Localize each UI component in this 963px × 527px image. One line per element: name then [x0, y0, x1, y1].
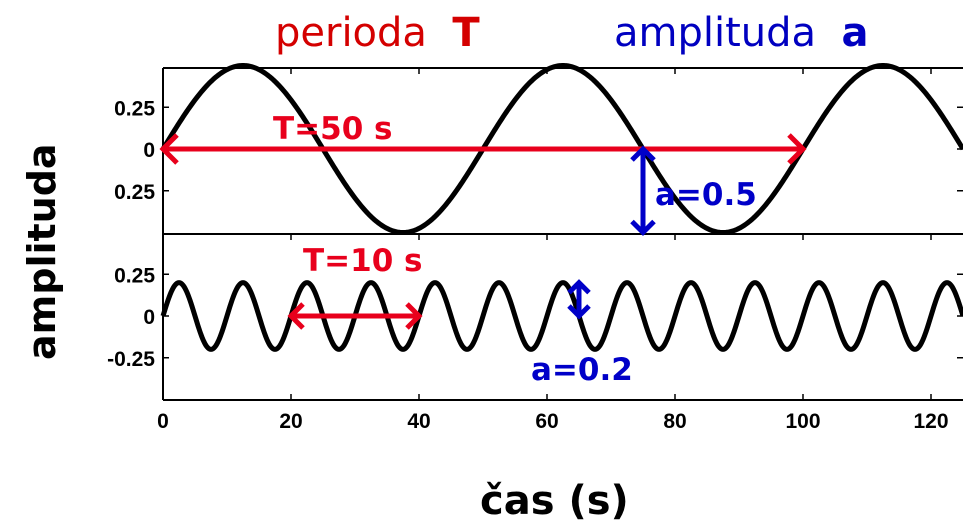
- x-axis-label: čas (s): [480, 478, 629, 524]
- arrow-head-left: [287, 302, 305, 330]
- period-label: T=50 s: [273, 111, 393, 147]
- y-tick-label: 0.25: [114, 181, 155, 204]
- period-label: T=10 s: [303, 243, 423, 279]
- y-tick-label: -0.25: [107, 348, 155, 371]
- amplitude-label: a=0.2: [531, 352, 633, 388]
- y-axis-label: amplituda: [20, 143, 64, 360]
- period-title-text: perioda: [275, 10, 427, 56]
- period-title: perioda T: [275, 10, 480, 56]
- x-tick-label: 40: [407, 410, 430, 433]
- x-tick-label: 100: [785, 410, 820, 433]
- x-tick-label: 120: [913, 410, 948, 433]
- y-tick-label: 0: [143, 306, 155, 329]
- y-tick-label: 0: [143, 139, 155, 162]
- amplitude-title-text: amplituda: [614, 10, 817, 56]
- amplitude-label: a=0.5: [655, 177, 757, 213]
- x-tick-label: 0: [157, 410, 169, 433]
- arrow-head-down: [567, 304, 591, 320]
- arrow-head-up: [630, 145, 656, 162]
- series-line: [160, 62, 963, 236]
- arrow-head-right: [787, 133, 807, 165]
- x-tick-label: 80: [663, 410, 686, 433]
- amplitude-title: amplituda a: [614, 10, 868, 56]
- arrow-head-right: [405, 302, 423, 330]
- arrow-head-up: [567, 279, 591, 295]
- amplitude-symbol: a: [841, 10, 869, 56]
- y-tick-label: 0.25: [114, 264, 155, 287]
- series-line: [160, 280, 963, 352]
- y-tick-label: 0.25: [114, 97, 155, 120]
- panel-2: 0.25 0 -0.25 0 20 40 60 80 100 120 T=10 s a=0.2: [107, 68, 963, 433]
- x-tick-label: 20: [279, 410, 302, 433]
- period-symbol: T: [452, 10, 480, 56]
- x-tick-label: 60: [535, 410, 558, 433]
- arrow-head-down: [630, 219, 656, 237]
- arrow-head-left: [159, 133, 179, 165]
- panel-1: 0.25 0 0.25 T=50 s a=0.5: [114, 62, 963, 237]
